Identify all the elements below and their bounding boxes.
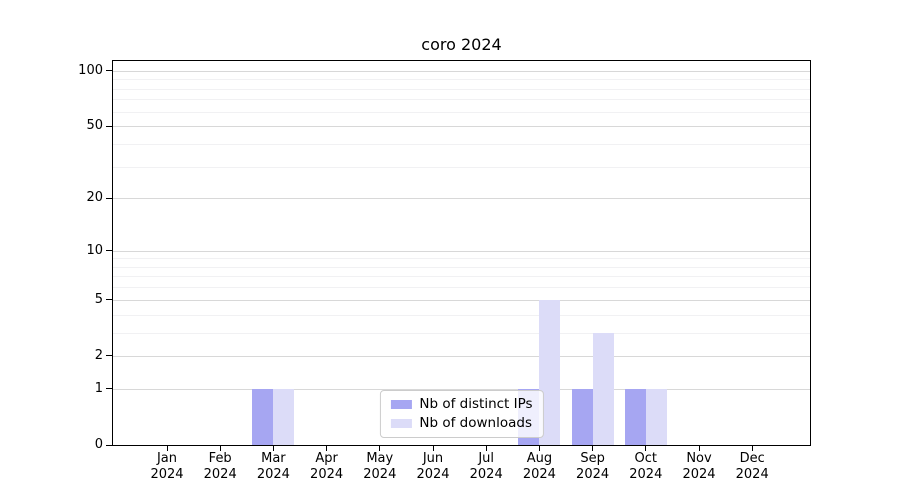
major-gridline bbox=[113, 250, 810, 252]
x-tick-mark bbox=[485, 446, 487, 451]
x-tick-label-feb: Feb 2024 bbox=[203, 451, 237, 482]
major-gridline bbox=[113, 198, 810, 200]
x-tick-mark bbox=[645, 446, 647, 451]
minor-gridline bbox=[113, 111, 810, 113]
minor-gridline bbox=[113, 332, 810, 334]
x-tick-label-apr: Apr 2024 bbox=[310, 451, 344, 482]
y-tick-label: 5 bbox=[94, 291, 103, 307]
major-gridline bbox=[113, 299, 810, 301]
x-tick-label-nov: Nov 2024 bbox=[682, 451, 716, 482]
y-tick-label: 0 bbox=[94, 437, 103, 452]
legend-label-distinct-ips: Nb of distinct IPs bbox=[419, 396, 533, 412]
y-tick-mark bbox=[106, 299, 113, 301]
y-tick-mark bbox=[106, 70, 113, 72]
legend-entry-distinct-ips: Nb of distinct IPs bbox=[390, 396, 533, 412]
legend: Nb of distinct IPs Nb of downloads bbox=[379, 390, 544, 438]
y-tick-label: 10 bbox=[86, 242, 103, 258]
x-tick-label-jun: Jun 2024 bbox=[416, 451, 450, 482]
y-tick-label: 2 bbox=[94, 347, 103, 363]
major-gridline bbox=[113, 126, 810, 128]
legend-swatch-distinct-ips-icon bbox=[390, 400, 412, 409]
y-tick-label: 1 bbox=[94, 380, 103, 396]
x-tick-label-dec: Dec 2024 bbox=[735, 451, 769, 482]
minor-gridline bbox=[113, 143, 810, 145]
x-tick-label-sep: Sep 2024 bbox=[576, 451, 610, 482]
x-tick-mark bbox=[432, 446, 434, 451]
x-tick-mark bbox=[751, 446, 753, 451]
major-gridline bbox=[113, 70, 810, 72]
y-tick-mark bbox=[106, 388, 113, 390]
bar-sep-downloads bbox=[592, 332, 614, 445]
y-tick-mark bbox=[106, 444, 113, 446]
x-tick-label-mar: Mar 2024 bbox=[256, 451, 290, 482]
x-tick-mark bbox=[379, 446, 381, 451]
x-tick-label-jan: Jan 2024 bbox=[150, 451, 184, 482]
minor-gridline bbox=[113, 99, 810, 101]
plot-area: Nb of distinct IPs Nb of downloads bbox=[112, 60, 811, 446]
y-tick-mark bbox=[106, 125, 113, 127]
major-gridline bbox=[113, 388, 810, 390]
minor-gridline bbox=[113, 258, 810, 260]
minor-gridline bbox=[113, 287, 810, 289]
bar-mar-distinct-ips bbox=[252, 388, 274, 445]
y-tick-label: 20 bbox=[86, 190, 103, 206]
x-tick-mark bbox=[538, 446, 540, 451]
minor-gridline bbox=[113, 88, 810, 90]
minor-gridline bbox=[113, 166, 810, 168]
y-tick-label: 100 bbox=[78, 62, 103, 78]
x-tick-label-jul: Jul 2024 bbox=[469, 451, 503, 482]
x-tick-mark bbox=[326, 446, 328, 451]
legend-entry-downloads: Nb of downloads bbox=[390, 416, 532, 431]
x-tick-mark bbox=[592, 446, 594, 451]
x-tick-label-may: May 2024 bbox=[363, 451, 397, 482]
y-tick-mark bbox=[106, 197, 113, 199]
legend-label-downloads: Nb of downloads bbox=[419, 415, 532, 431]
minor-gridline bbox=[113, 266, 810, 268]
bar-mar-downloads bbox=[273, 388, 295, 445]
bar-oct-distinct-ips bbox=[624, 388, 646, 445]
x-tick-label-oct: Oct 2024 bbox=[629, 451, 663, 482]
y-tick-mark bbox=[106, 250, 113, 252]
legend-swatch-downloads-icon bbox=[390, 419, 412, 428]
bar-oct-downloads bbox=[645, 388, 667, 445]
minor-gridline bbox=[113, 314, 810, 316]
x-tick-mark bbox=[166, 446, 168, 451]
x-tick-mark bbox=[698, 446, 700, 451]
minor-gridline bbox=[113, 79, 810, 81]
minor-gridline bbox=[113, 276, 810, 278]
x-tick-mark bbox=[219, 446, 221, 451]
major-gridline bbox=[113, 355, 810, 357]
y-tick-label: 50 bbox=[86, 118, 103, 134]
bar-aug-downloads bbox=[539, 299, 561, 445]
y-tick-mark bbox=[106, 355, 113, 357]
bar-sep-distinct-ips bbox=[571, 388, 593, 445]
x-tick-label-aug: Aug 2024 bbox=[522, 451, 556, 482]
x-tick-mark bbox=[272, 446, 274, 451]
chart-title: coro 2024 bbox=[421, 35, 502, 54]
